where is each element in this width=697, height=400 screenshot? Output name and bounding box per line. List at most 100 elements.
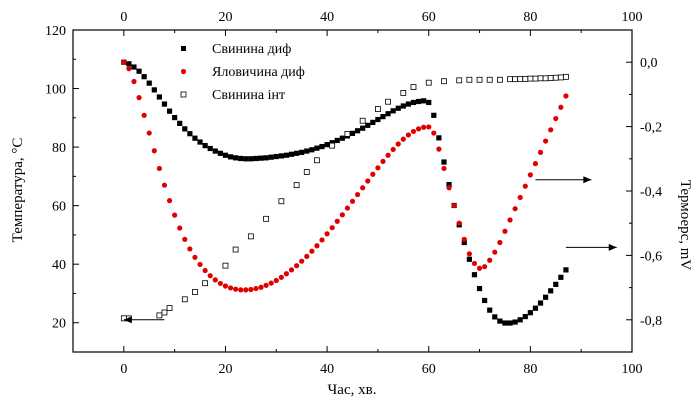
data-point [385,98,391,105]
x-tick-label-bottom: 20 [218,362,232,377]
data-point [177,120,183,126]
data-point [527,310,533,316]
data-point [410,84,417,90]
data-point [436,146,442,152]
data-point [471,272,478,278]
y-axis-right-title: Термоерс, mV [677,180,693,271]
data-point [421,124,427,130]
data-point [400,103,406,109]
data-point [217,280,223,287]
data-point [227,154,234,160]
ticks [72,29,633,353]
data-point [426,124,432,130]
data-point [410,128,417,135]
data-point [131,64,137,70]
data-point [182,236,188,242]
data-point [548,127,554,133]
legend: Свинина диф Яловичина диф Свинина інт [180,42,305,103]
data-point [253,155,259,162]
data-point [283,152,290,158]
data-point [156,94,162,100]
data-point [349,198,356,204]
data-point [263,155,269,161]
y-right-tick-label: -0,4 [640,185,662,200]
data-point [497,318,503,324]
data-point [222,262,229,269]
y-right-tick-label: -0,8 [640,314,662,329]
data-point [512,206,518,212]
data-point [517,194,523,201]
data-point [563,93,569,99]
data-point [476,76,483,83]
data-point [360,125,366,131]
data-point [410,99,417,106]
data-point [141,74,147,80]
data-point [319,143,325,150]
data-point [299,149,305,155]
data-point [502,320,508,326]
data-point [421,98,427,104]
data-point [344,205,351,211]
data-point [563,73,569,80]
data-point [299,258,305,264]
x-tick-label-top: 0 [120,10,127,25]
data-point [309,248,315,254]
data-point [227,285,234,291]
data-point [294,263,300,269]
data-point [537,149,544,155]
data-point [156,312,163,319]
data-point [232,246,239,253]
data-point [233,286,239,292]
data-point [375,165,381,171]
y-left-tick-label: 20 [52,317,66,332]
data-point [207,273,213,279]
data-point [537,75,544,82]
axis-arrow [565,243,617,251]
data-point [303,169,310,175]
series-layer [120,59,569,326]
data-point [202,142,208,149]
data-point [207,145,213,152]
data-point [334,137,340,144]
data-point [507,76,513,83]
series-2 [120,73,569,322]
data-point [283,271,290,277]
x-tick-label-bottom: 40 [320,362,334,377]
y-right-tick-label: -0,6 [640,249,662,264]
legend-label-svynyna-int: Свинина інт [212,88,285,103]
data-point [161,182,168,188]
data-point [258,155,264,161]
data-point [543,294,549,300]
data-point [532,305,539,311]
data-point [476,285,483,292]
data-point [375,116,381,123]
data-point [543,138,549,144]
data-point [192,135,198,141]
y-left-tick-label: 60 [52,200,66,215]
data-point [548,288,554,294]
data-point [492,314,498,320]
data-point [278,153,284,159]
data-point [314,157,320,164]
tick-labels: 0 0 20 20 40 40 60 60 80 80 100 100 20 40 60 80 100 120 0,… [45,10,662,377]
x-tick-label-bottom: 60 [422,362,436,377]
data-point [522,313,528,320]
data-point [339,135,345,141]
data-point [161,309,168,316]
data-point [329,225,335,231]
series-0 [121,59,569,326]
data-point [370,171,376,177]
data-point [131,78,137,85]
x-tick-label-top: 80 [523,10,537,25]
data-point [400,136,406,142]
data-point [512,319,518,325]
data-point [390,146,396,153]
data-point [552,74,559,81]
y-axis-left-title: Температура, °С [10,138,26,243]
data-point [441,165,447,172]
data-point [278,274,284,280]
data-point [532,75,539,82]
axis-arrow [123,316,165,324]
legend-marker-svynyna-int [180,91,187,98]
